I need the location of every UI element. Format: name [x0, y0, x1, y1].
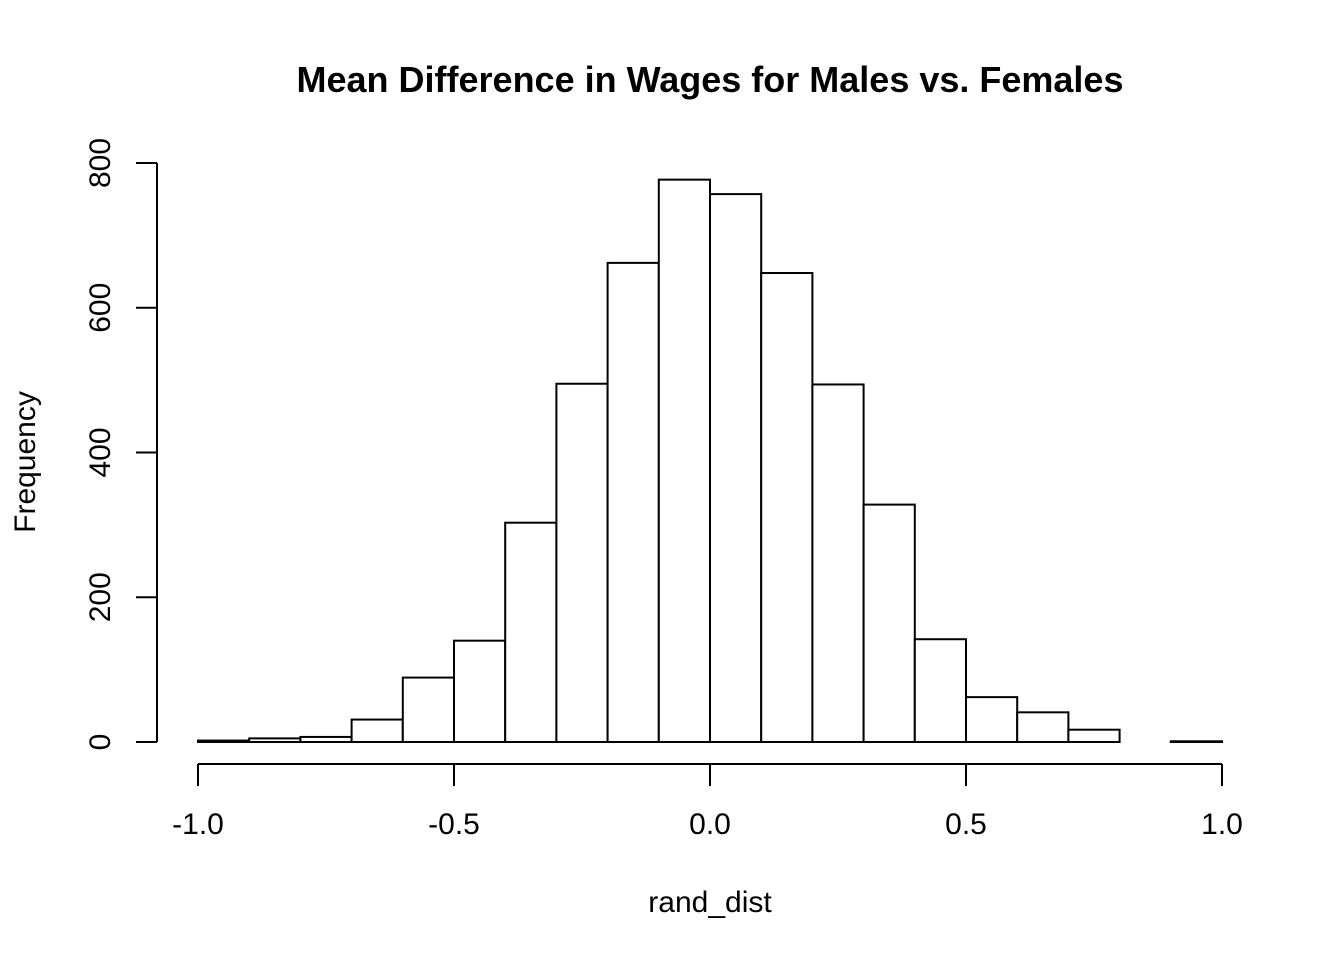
- y-tick-label: 600: [84, 283, 117, 333]
- histogram-bars: [197, 178, 1224, 744]
- histogram-bar: [197, 739, 251, 743]
- y-axis-label: Frequency: [9, 391, 42, 533]
- histogram-bar: [248, 737, 302, 743]
- histogram-bar: [1016, 711, 1070, 743]
- histogram-bar: [1169, 740, 1224, 743]
- y-tick-label: 800: [84, 138, 117, 188]
- x-axis: -1.0 -0.5 0.0 0.5 1.0: [172, 763, 1243, 841]
- x-tick-label: 0.5: [945, 808, 987, 841]
- x-axis-label: rand_dist: [648, 886, 772, 919]
- histogram-bar: [1067, 728, 1121, 743]
- x-tick-label: 1.0: [1201, 808, 1243, 841]
- histogram-bar: [862, 503, 916, 743]
- x-tick-label: 0.0: [689, 808, 731, 841]
- chart-title: Mean Difference in Wages for Males vs. F…: [297, 59, 1124, 100]
- histogram-bar: [606, 261, 660, 743]
- histogram-bar: [657, 178, 711, 744]
- y-tick-label: 0: [84, 734, 117, 751]
- x-tick-label: -0.5: [428, 808, 480, 841]
- histogram-bar: [453, 639, 507, 743]
- histogram-bar: [760, 272, 814, 743]
- x-tick-label: -1.0: [172, 808, 224, 841]
- histogram-bar: [401, 676, 455, 743]
- histogram-bar: [965, 696, 1019, 744]
- y-tick-label: 200: [84, 572, 117, 622]
- histogram-bar: [504, 521, 558, 743]
- histogram-bar: [913, 638, 967, 743]
- histogram-bar: [299, 735, 353, 744]
- histogram-bar: [811, 383, 865, 743]
- histogram-bar: [555, 382, 609, 743]
- histogram-bar: [350, 718, 404, 743]
- y-axis: 0 200 400 600 800: [84, 138, 158, 751]
- histogram-bar: [709, 193, 763, 743]
- y-tick-label: 400: [84, 427, 117, 477]
